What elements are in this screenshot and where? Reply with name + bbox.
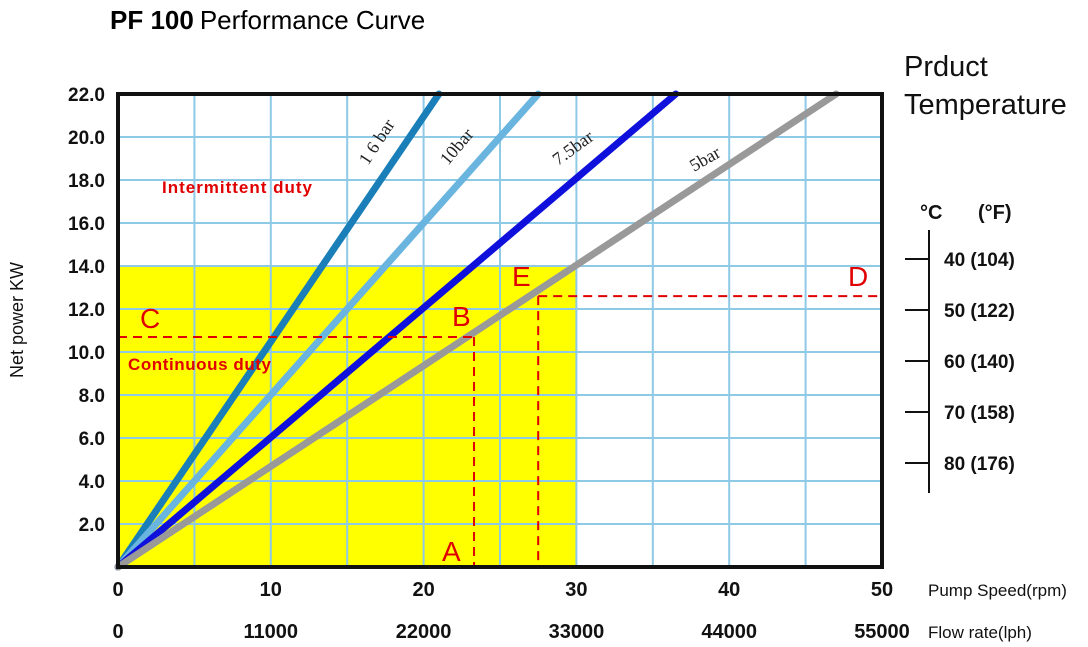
temperature-item-label: 40 (104) <box>944 250 1015 271</box>
x-tick-label-flow: 55000 <box>854 621 910 643</box>
y-tick-label: 20.0 <box>68 128 105 149</box>
y-tick-label: 12.0 <box>68 300 105 321</box>
x-tick-label-flow: 44000 <box>701 621 757 643</box>
y-axis-label: Net power KW <box>7 262 27 378</box>
y-tick-label: 16.0 <box>68 214 105 235</box>
x-tick-labels: 0 10 20 30 40 50 0 11000 22000 33000 44000 55000 <box>112 579 909 643</box>
y-tick-label: 8.0 <box>79 386 105 407</box>
temperature-unit-fahrenheit: (°F) <box>978 202 1012 224</box>
temperature-item-label: 80 (176) <box>944 454 1015 475</box>
series-lines <box>114 90 840 571</box>
guide-label-d: D <box>848 261 868 292</box>
y-tick-label: 2.0 <box>79 515 105 536</box>
title-model: PF 100 <box>110 5 194 35</box>
series-line <box>114 90 443 571</box>
continuous-duty-label: Continuous duty <box>128 355 272 374</box>
temperature-item-label: 50 (122) <box>944 301 1015 322</box>
intermittent-duty-label: Intermittent duty <box>162 178 313 197</box>
x-axis-label-flow: Flow rate(lph) <box>928 623 1032 642</box>
x-tick-label-rpm: 50 <box>871 579 893 601</box>
temperature-heading-line1: Prduct <box>904 51 988 83</box>
guide-lines <box>118 295 882 567</box>
guide-label-e: E <box>512 261 531 292</box>
grid <box>118 94 882 567</box>
x-tick-label-flow: 11000 <box>244 621 299 643</box>
temperature-unit-celsius: °C <box>920 202 942 224</box>
x-tick-label-rpm: 20 <box>412 579 434 601</box>
temperature-heading-line2: Temperature <box>904 89 1067 121</box>
x-tick-label-flow: 22000 <box>396 621 452 643</box>
y-tick-label: 4.0 <box>79 472 105 493</box>
series-line <box>114 90 680 571</box>
x-tick-label-flow: 33000 <box>549 621 605 643</box>
x-tick-label-rpm: 10 <box>260 579 282 601</box>
y-tick-labels: 2.0 4.0 6.0 8.0 10.0 12.0 14.0 16.0 18.0 20.0 22.0 <box>68 85 105 536</box>
series-label-10bar: 10bar <box>436 124 478 168</box>
plot-border <box>116 92 884 569</box>
y-tick-label: 10.0 <box>68 343 105 364</box>
x-tick-label-rpm: 30 <box>565 579 587 601</box>
series-line <box>114 90 840 571</box>
x-tick-label-rpm: 40 <box>718 579 740 601</box>
x-tick-label-rpm: 0 <box>112 579 123 601</box>
chart-title: PF 100 Performance Curve <box>110 5 425 35</box>
guide-label-c: C <box>140 303 160 334</box>
y-tick-label: 6.0 <box>79 429 105 450</box>
y-tick-label: 18.0 <box>68 171 105 192</box>
guide-label-a: A <box>442 536 461 567</box>
y-tick-label: 22.0 <box>68 85 105 106</box>
title-text: Performance Curve <box>200 5 425 35</box>
temperature-scale-items: 40 (104) 50 (122) 60 (140) 70 (158) 80 (176) <box>905 250 1015 475</box>
temperature-item-label: 70 (158) <box>944 403 1015 424</box>
series-line <box>114 90 542 571</box>
x-tick-label-flow: 0 <box>112 621 123 643</box>
x-axis-label-rpm: Pump Speed(rpm) <box>928 581 1067 600</box>
y-tick-label: 14.0 <box>68 257 105 278</box>
temperature-item-label: 60 (140) <box>944 352 1015 373</box>
guide-label-b: B <box>452 301 471 332</box>
